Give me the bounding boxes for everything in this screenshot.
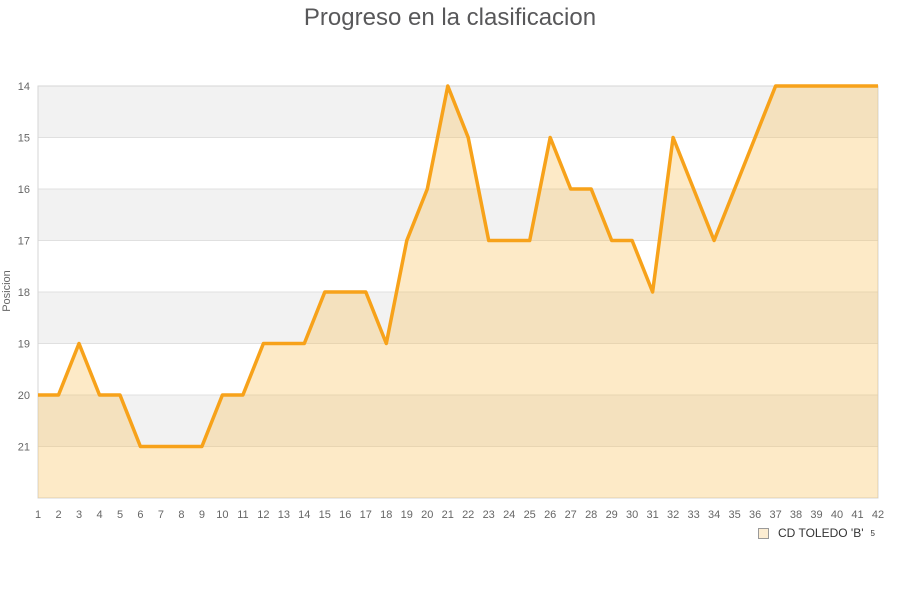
x-tick-label: 24 — [503, 509, 515, 521]
plot-band — [38, 292, 878, 344]
x-tick-label: 36 — [749, 509, 761, 521]
x-tick-label: 11 — [237, 509, 248, 521]
x-tick-label: 17 — [360, 509, 372, 521]
legend: CD TOLEDO 'B' 5 — [758, 526, 875, 540]
y-tick-label: 15 — [18, 133, 30, 145]
x-tick-label: 38 — [790, 509, 802, 521]
x-tick-label: 27 — [565, 509, 577, 521]
x-tick-label: 26 — [544, 509, 556, 521]
x-tick-label: 8 — [178, 509, 184, 521]
x-tick-label: 18 — [380, 509, 392, 521]
series-line — [38, 84, 878, 449]
x-tick-label: 33 — [687, 509, 699, 521]
x-tick-label: 19 — [401, 509, 413, 521]
x-tick-label: 14 — [298, 509, 310, 521]
x-tick-label: 4 — [96, 509, 102, 521]
y-tick-label: 14 — [18, 81, 30, 93]
x-tick-label: 29 — [606, 509, 618, 521]
x-tick-label: 13 — [278, 509, 290, 521]
x-tick-label: 25 — [524, 509, 536, 521]
x-tick-label: 20 — [421, 509, 433, 521]
plot-band — [38, 446, 878, 498]
x-tick-label: 34 — [708, 509, 720, 521]
x-tick-label: 10 — [216, 509, 228, 521]
x-tick-label: 5 — [117, 509, 123, 521]
y-tick-label: 19 — [18, 339, 30, 351]
x-tick-label: 3 — [76, 509, 82, 521]
x-tick-label: 12 — [257, 509, 269, 521]
y-tick-label: 21 — [18, 442, 30, 454]
x-tick-label: 40 — [831, 509, 843, 521]
chart-title: Progreso en la clasificacion — [303, 4, 597, 31]
x-tick-label: 7 — [158, 509, 164, 521]
x-tick-label: 2 — [55, 509, 61, 521]
plot-band — [38, 395, 878, 447]
x-tick-label: 6 — [137, 509, 143, 521]
plot-border — [37, 85, 879, 499]
x-tick-label: 22 — [462, 509, 474, 521]
x-tick-label: 32 — [667, 509, 679, 521]
x-tick-label: 9 — [199, 509, 205, 521]
x-tick-label: 1 — [35, 509, 41, 521]
x-tick-label: 37 — [769, 509, 781, 521]
x-tick-label: 42 — [872, 509, 884, 521]
x-tick-label: 15 — [319, 509, 331, 521]
legend-label: CD TOLEDO 'B' — [778, 526, 864, 540]
x-tick-label: 28 — [585, 509, 597, 521]
y-tick-label: 18 — [18, 287, 30, 299]
plot-band — [38, 189, 878, 241]
x-tick-label: 39 — [810, 509, 822, 521]
legend-swatch-icon — [758, 527, 769, 539]
x-tick-label: 21 — [442, 509, 454, 521]
x-tick-label: 35 — [728, 509, 740, 521]
y-tick-label: 17 — [18, 236, 30, 248]
legend-superscript: 5 — [870, 528, 875, 538]
x-tick-label: 16 — [339, 509, 351, 521]
x-tick-label: 41 — [851, 509, 863, 521]
x-tick-label: 30 — [626, 509, 638, 521]
y-tick-label: 16 — [18, 184, 30, 196]
plot-band — [38, 343, 878, 395]
x-tick-label: 23 — [483, 509, 495, 521]
y-tick-label: 20 — [18, 390, 30, 402]
plot-band — [38, 240, 878, 292]
x-tick-label: 31 — [646, 509, 658, 521]
